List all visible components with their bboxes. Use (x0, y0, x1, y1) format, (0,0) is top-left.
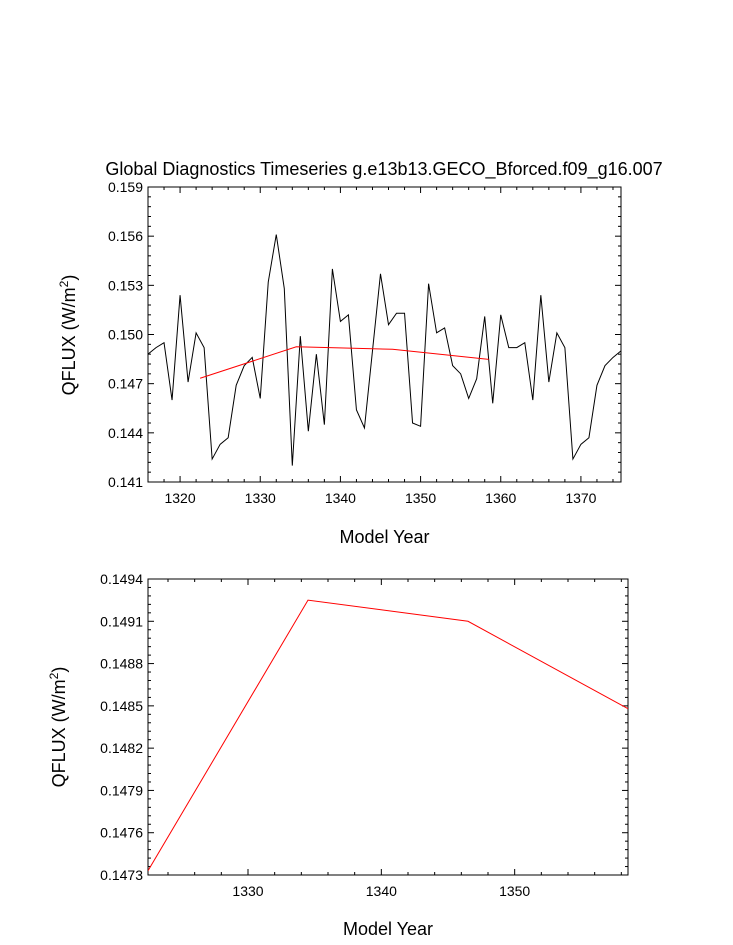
series-line-running-mean (148, 599, 628, 872)
plot-frame (147, 186, 622, 483)
y-tick-label: 0.1491 (100, 613, 143, 629)
y-tick-label: 0.1476 (100, 825, 143, 841)
y-tick-label: 0.1482 (100, 740, 143, 756)
y-tick-label: 0.1494 (100, 571, 143, 587)
y-tick-label: 0.1488 (100, 656, 143, 672)
y-tick-label: 0.153 (108, 277, 143, 293)
y-tick-label: 0.156 (108, 228, 143, 244)
x-tick-label: 1320 (164, 490, 195, 506)
x-tick-label: 1340 (325, 490, 356, 506)
x-tick-label: 1340 (366, 883, 397, 899)
y-tick-label: 0.159 (108, 179, 143, 195)
y-tick-label: 0.1485 (100, 698, 143, 714)
series-line-annual (148, 234, 621, 466)
y-tick-label: 0.147 (108, 376, 143, 392)
x-tick-label: 1330 (245, 490, 276, 506)
bottom-running-mean-chart: 1330 1340 1350 0.1473 0.1476 0.1479 0.1482 0.14… (47, 571, 629, 939)
figure-title: Global Diagnostics Timeseries g.e13b13.G… (105, 159, 662, 180)
series-line-running-mean (199, 346, 489, 379)
top-timeseries-chart: 1320 1330 1340 1350 1360 1370 0.141 0.144 0.147 0… (57, 179, 622, 547)
x-tick-label: 1330 (232, 883, 263, 899)
plot-frame (147, 578, 629, 876)
x-tick-label: 1360 (485, 490, 516, 506)
y-axis-label: QFLUX (W/m2) (57, 275, 79, 396)
y-tick-label: 0.150 (108, 327, 143, 343)
x-tick-label: 1350 (405, 490, 436, 506)
x-tick-label: 1350 (499, 883, 530, 899)
y-tick-label: 0.1473 (100, 867, 143, 883)
y-axis-label: QFLUX (W/m2) (47, 667, 69, 788)
x-axis-label: Model Year (343, 919, 433, 939)
y-tick-label: 0.144 (108, 425, 143, 441)
y-tick-label: 0.1479 (100, 782, 143, 798)
y-tick-label: 0.141 (108, 474, 143, 490)
x-tick-label: 1370 (565, 490, 596, 506)
x-axis-label: Model Year (339, 527, 429, 547)
